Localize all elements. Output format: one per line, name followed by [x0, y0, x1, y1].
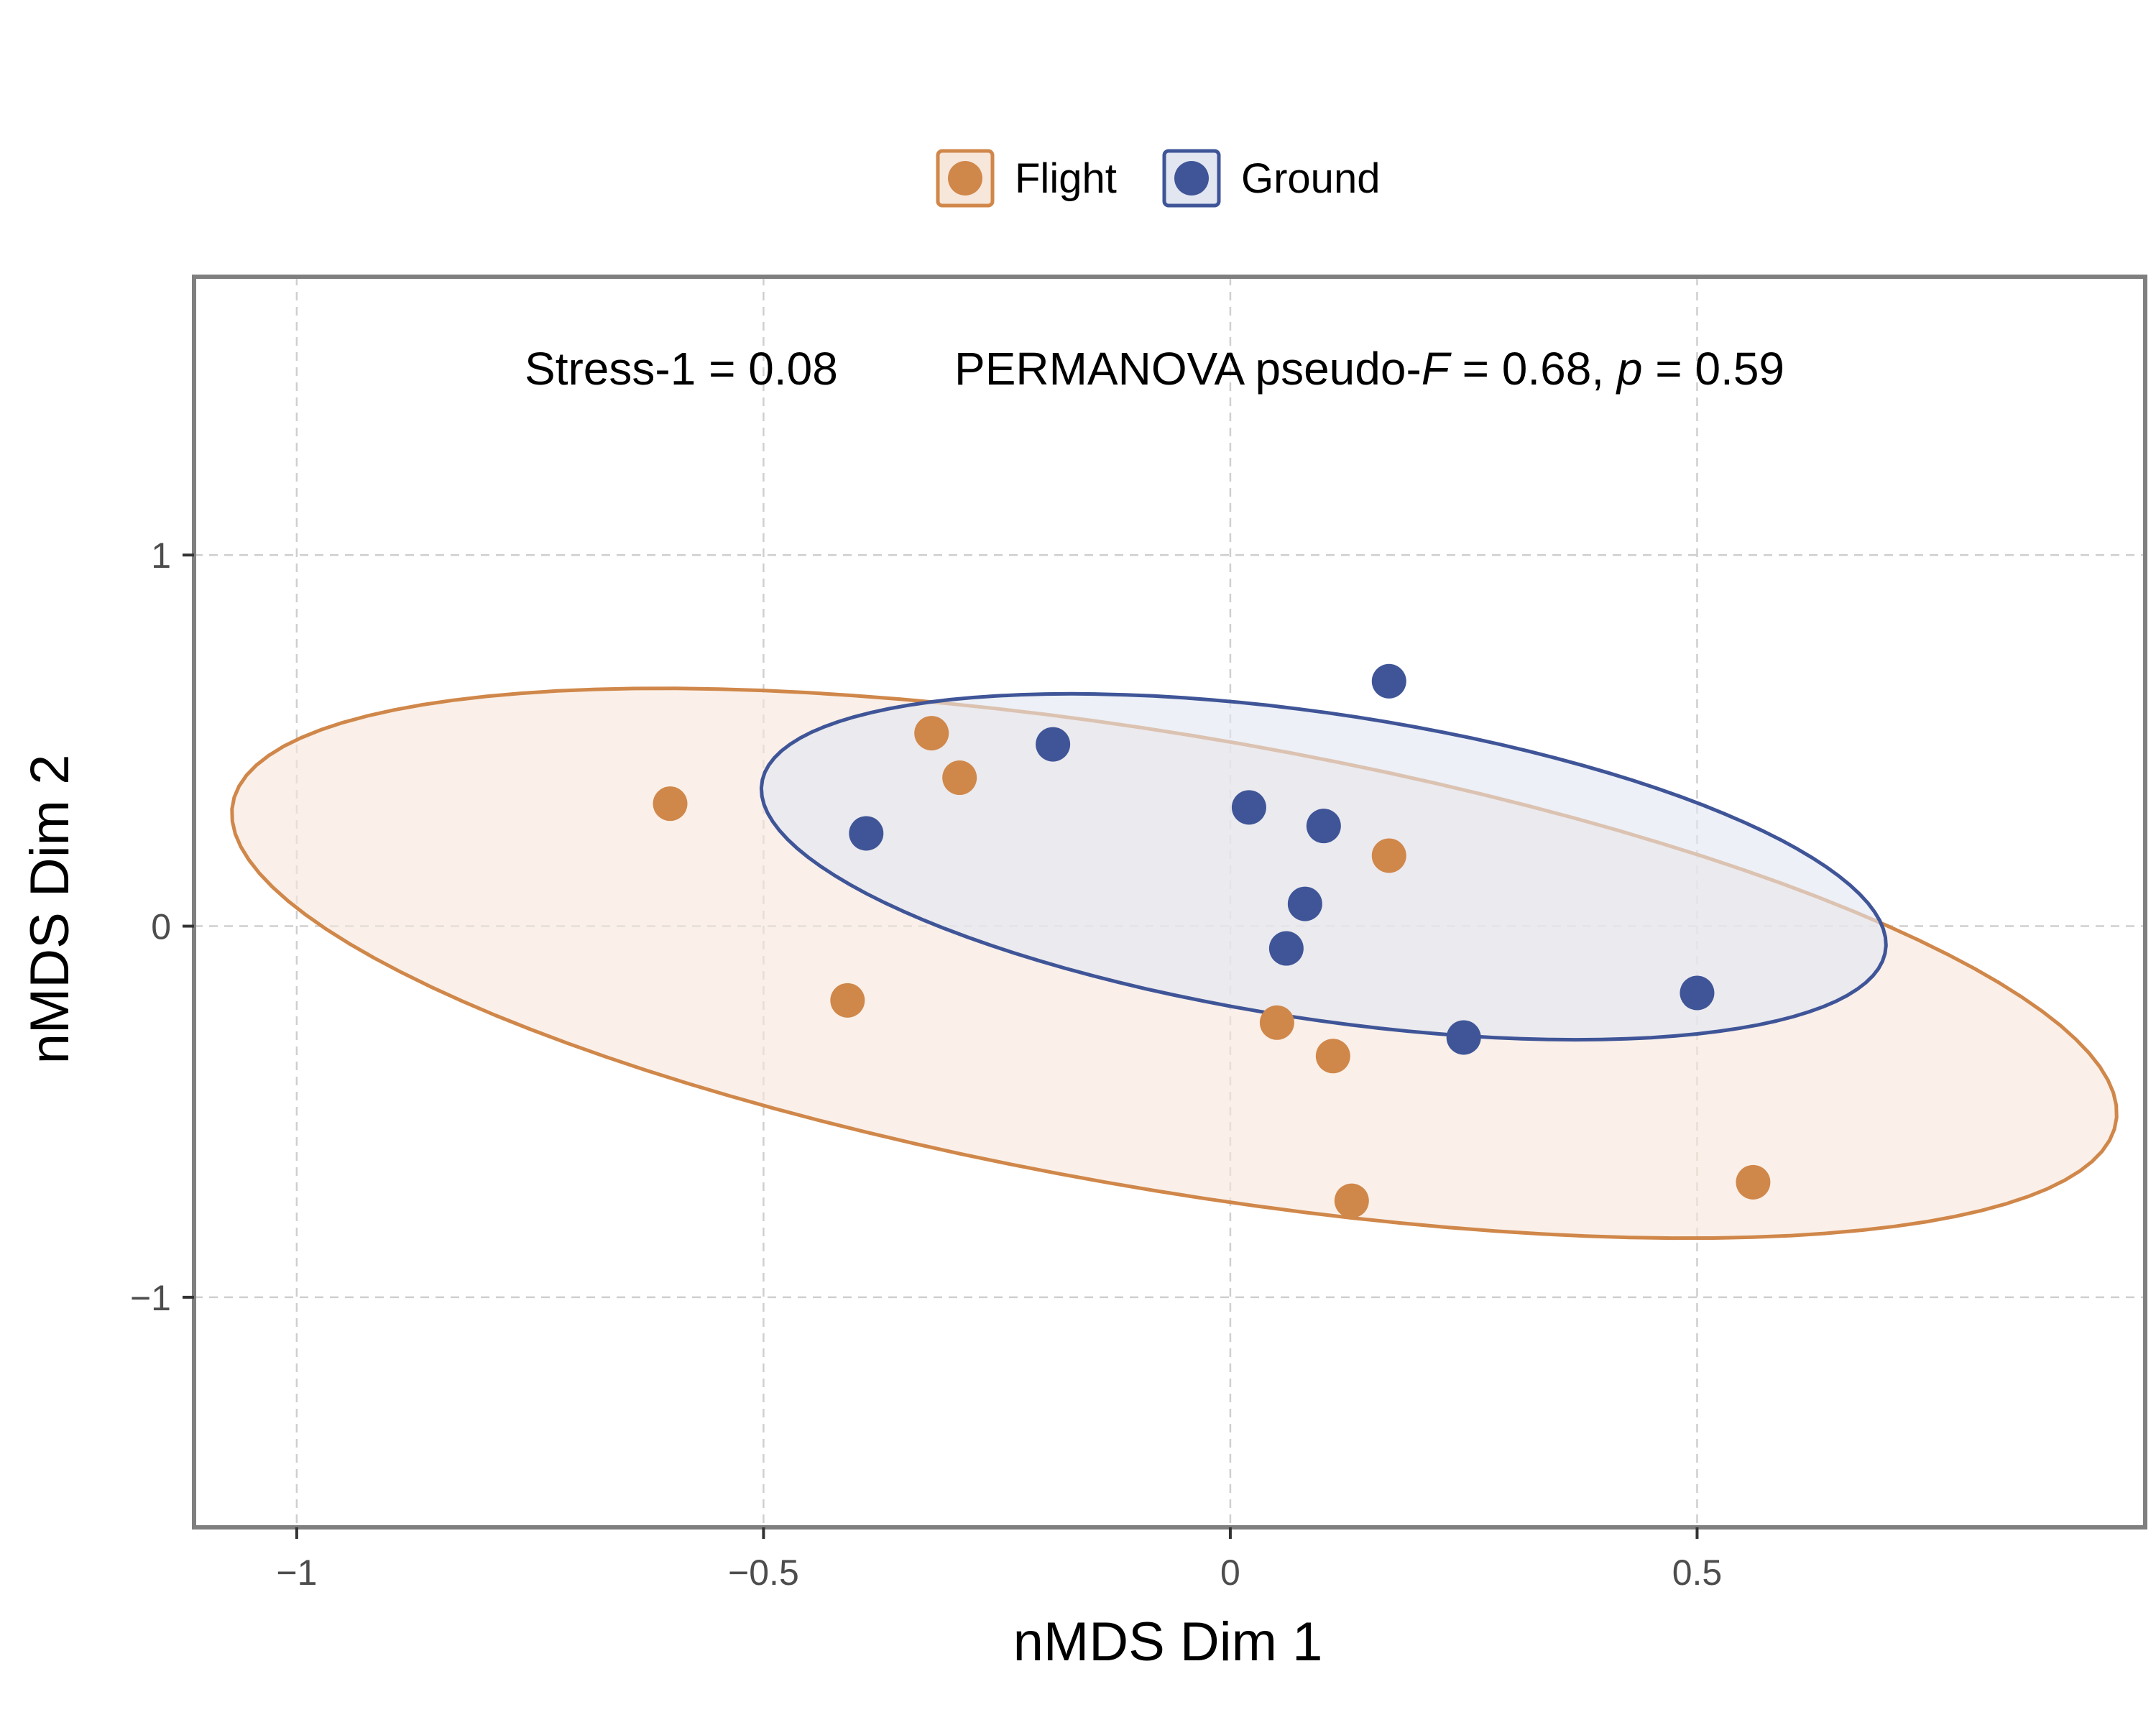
- legend-label-flight: Flight: [1015, 155, 1117, 202]
- x-axis-title: nMDS Dim 1: [1013, 1611, 1323, 1673]
- plot-panel-border: [192, 275, 2147, 1530]
- point-flight: [1315, 1039, 1350, 1074]
- point-flight: [830, 983, 865, 1018]
- point-flight: [1371, 838, 1406, 873]
- y-axis-title: nMDS Dim 2: [19, 755, 80, 1064]
- p-value: = 0.59: [1643, 343, 1785, 395]
- legend-marker-flight: [948, 161, 982, 196]
- point-ground: [1371, 663, 1406, 699]
- point-ground: [1680, 975, 1715, 1011]
- point-ground: [1268, 931, 1304, 966]
- point-flight: [942, 760, 977, 796]
- x-axis: −1 −0.5 0 0.5: [276, 1527, 1722, 1593]
- point-ground: [1446, 1020, 1481, 1055]
- data-points: [653, 663, 1771, 1218]
- y-tick-label: 1: [151, 535, 171, 576]
- x-tick-label: −1: [276, 1552, 317, 1593]
- legend: Flight Ground: [936, 149, 1380, 208]
- point-flight: [1334, 1183, 1369, 1218]
- y-tick-label: −1: [130, 1278, 171, 1318]
- point-ground: [1036, 727, 1071, 762]
- point-ground: [849, 816, 884, 851]
- x-tick-label: 0: [1220, 1552, 1240, 1593]
- point-ground: [1306, 809, 1341, 844]
- stress-annotation: Stress-1 = 0.08: [525, 343, 838, 395]
- pseudo-f-value: = 0.68,: [1450, 343, 1617, 395]
- point-flight: [653, 786, 688, 822]
- point-ground: [1231, 790, 1266, 825]
- pseudo-f-symbol: F: [1422, 343, 1452, 395]
- x-tick-label: 0.5: [1672, 1552, 1723, 1593]
- permanova-annotation: PERMANOVA pseudo-F = 0.68, p = 0.59: [954, 343, 1784, 395]
- legend-label-ground: Ground: [1241, 155, 1380, 202]
- point-flight: [1736, 1164, 1771, 1200]
- point-flight: [914, 716, 949, 751]
- legend-marker-ground: [1174, 161, 1209, 196]
- p-symbol: p: [1616, 343, 1643, 395]
- x-tick-label: −0.5: [728, 1552, 799, 1593]
- point-flight: [1259, 1005, 1294, 1040]
- confidence-ellipses: [230, 686, 2119, 1241]
- y-tick-label: 0: [151, 907, 171, 947]
- y-axis: −1 0 1: [130, 535, 194, 1318]
- permanova-prefix: PERMANOVA pseudo-: [954, 343, 1422, 395]
- point-ground: [1287, 886, 1322, 921]
- ellipse-ground: [759, 691, 1888, 1042]
